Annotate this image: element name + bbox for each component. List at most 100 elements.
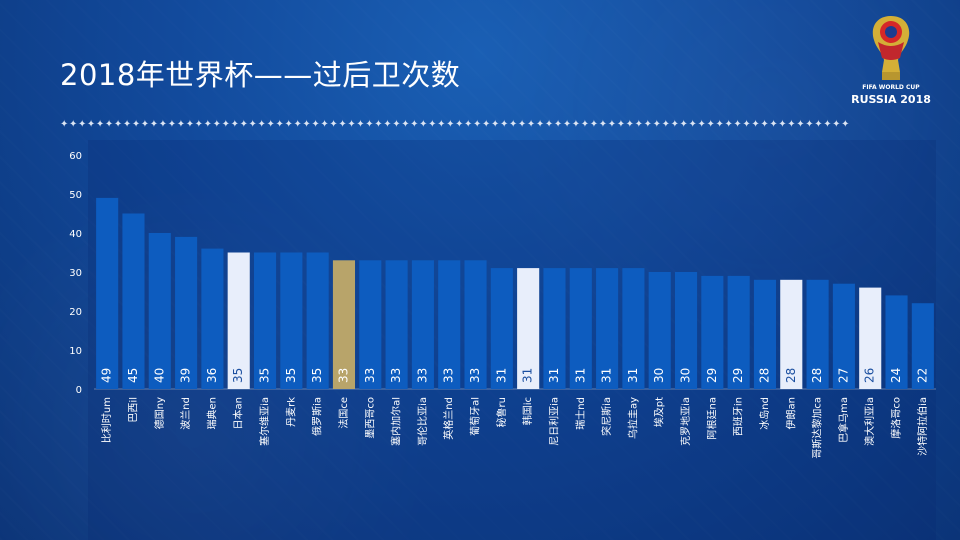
bar: [306, 252, 329, 389]
category-label: 德国ny: [153, 397, 166, 429]
bar: [227, 252, 250, 389]
data-label: 49: [100, 368, 114, 383]
category-label: 乌拉圭ay: [626, 397, 639, 439]
bar: [832, 283, 855, 389]
data-label: 31: [547, 368, 561, 383]
data-label: 35: [258, 368, 272, 383]
bar: [701, 275, 724, 389]
category-label: 瑞士nd: [574, 397, 587, 430]
category-label: 塞内加尔al: [390, 397, 403, 446]
bar: [332, 260, 356, 389]
y-tick-label: 30: [69, 268, 82, 279]
bar: [359, 260, 382, 389]
category-label: 克罗地亚ia: [679, 397, 692, 446]
data-label: 33: [415, 368, 429, 383]
data-label: 33: [336, 368, 350, 383]
category-label: 葡萄牙al: [469, 397, 482, 436]
data-label: 33: [468, 368, 482, 383]
category-label: 澳大利亚ia: [863, 397, 876, 446]
data-label: 31: [521, 368, 535, 383]
category-label: 摩洛哥co: [890, 397, 903, 439]
bar: [411, 260, 434, 389]
data-label: 29: [705, 368, 719, 383]
bar: [569, 268, 592, 389]
category-label: 秘鲁ru: [495, 397, 508, 427]
category-label: 突尼斯ia: [600, 397, 613, 436]
data-label: 24: [889, 368, 903, 383]
data-label: 28: [810, 368, 824, 383]
data-label: 27: [836, 368, 850, 383]
y-tick-label: 50: [69, 190, 82, 201]
category-label: 塞尔维亚ia: [258, 397, 271, 446]
bar: [596, 268, 619, 389]
data-label: 36: [205, 368, 219, 383]
category-label: 沙特阿拉伯ia: [916, 397, 929, 456]
data-label: 33: [363, 368, 377, 383]
category-label: 日本an: [232, 397, 245, 429]
y-tick-label: 20: [69, 307, 82, 318]
data-label: 33: [389, 368, 403, 383]
bar: [280, 252, 303, 389]
data-label: 35: [310, 368, 324, 383]
category-label: 墨西哥co: [364, 397, 376, 439]
category-label: 巴西il: [127, 397, 139, 423]
bar: [253, 252, 277, 389]
bar: [148, 233, 171, 389]
category-label: 哥伦比亚ia: [416, 397, 429, 446]
category-label: 尼日利亚ia: [548, 397, 560, 446]
category-label: 波兰nd: [179, 397, 192, 430]
category-label: 比利时um: [101, 397, 113, 443]
data-label: 33: [442, 368, 456, 383]
bar: [622, 268, 645, 389]
data-label: 28: [757, 368, 771, 383]
data-label: 31: [626, 368, 640, 383]
star-divider: ✦✦✦✦✦✦✦✦✦✦✦✦✦✦✦✦✦✦✦✦✦✦✦✦✦✦✦✦✦✦✦✦✦✦✦✦✦✦✦✦…: [60, 119, 851, 130]
data-label: 35: [284, 368, 298, 383]
bar: [543, 268, 566, 389]
category-label: 西班牙in: [733, 397, 745, 436]
bar: [911, 303, 934, 389]
bar: [885, 295, 908, 389]
y-tick-label: 0: [76, 385, 82, 396]
bar: [490, 268, 513, 389]
y-tick-label: 40: [69, 229, 82, 240]
bar: [674, 272, 698, 389]
data-label: 45: [126, 368, 140, 383]
data-label: 31: [600, 368, 614, 383]
world-cup-logo: FIFA WORLD CUP RUSSIA 2018: [836, 12, 946, 116]
trophy-emblem-icon: [872, 16, 910, 80]
bar: [96, 197, 119, 389]
bar: [438, 260, 461, 389]
data-label: 39: [179, 368, 193, 383]
category-label: 英格兰nd: [442, 397, 455, 440]
y-tick-label: 10: [69, 346, 82, 357]
bar: [175, 236, 198, 389]
data-label: 35: [231, 368, 245, 383]
category-label: 冰岛nd: [758, 397, 771, 430]
category-label: 法国ce: [337, 397, 350, 429]
bar: [385, 260, 408, 389]
data-label: 22: [915, 368, 929, 383]
bar: [859, 287, 882, 389]
category-label: 韩国ic: [521, 397, 534, 425]
bar: [201, 248, 224, 389]
category-label: 巴拿马ma: [837, 397, 850, 443]
bar: [517, 268, 540, 389]
category-label: 阿根廷na: [705, 397, 718, 439]
data-label: 30: [679, 368, 693, 383]
category-label: 埃及pt: [653, 397, 666, 427]
category-label: 丹麦rk: [285, 397, 297, 427]
data-label: 30: [652, 368, 666, 383]
category-label: 伊朗an: [785, 397, 797, 429]
bar: [464, 260, 487, 389]
bar: [648, 272, 671, 389]
data-label: 29: [731, 368, 745, 383]
data-label: 31: [573, 368, 587, 383]
logo-line-2: RUSSIA 2018: [851, 93, 931, 106]
y-tick-label: 60: [69, 151, 82, 162]
bar: [753, 279, 777, 389]
data-label: 26: [863, 368, 877, 383]
bar: [780, 279, 803, 389]
data-label: 40: [152, 368, 166, 383]
